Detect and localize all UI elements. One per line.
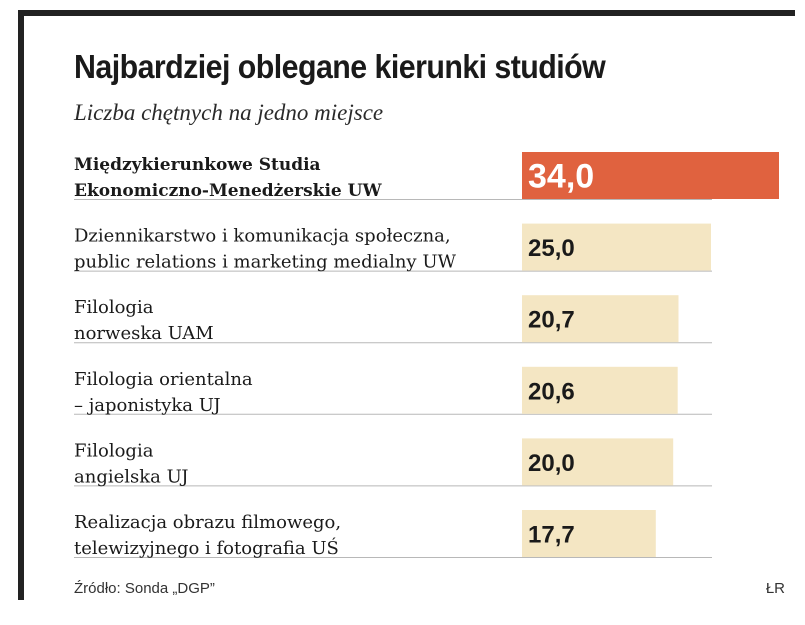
category-label: – japonistyka UJ bbox=[74, 395, 221, 416]
frame-top-rule bbox=[18, 10, 795, 16]
category-label: public relations i marketing medialny UW bbox=[74, 252, 456, 273]
bar bbox=[522, 510, 656, 557]
bar bbox=[522, 295, 679, 343]
bar-value-label: 25,0 bbox=[528, 235, 575, 262]
category-label: telewizyjnego i fotografia UŚ bbox=[74, 536, 339, 559]
bar-value-label: 20,7 bbox=[528, 307, 575, 334]
bar bbox=[522, 438, 674, 486]
category-label: Filologia orientalna bbox=[74, 369, 253, 390]
bar bbox=[522, 152, 779, 199]
category-label: Międzykierunkowe Studia bbox=[74, 155, 321, 175]
category-label: norweska UAM bbox=[74, 323, 214, 344]
author-credit: ŁR bbox=[765, 580, 785, 597]
category-label: Filologia bbox=[74, 440, 154, 461]
bar-value-label: 34,0 bbox=[528, 158, 594, 196]
frame-left-rule bbox=[18, 10, 24, 600]
chart-title: Najbardziej oblegane kierunki studiów bbox=[74, 48, 606, 85]
category-label: Realizacja obrazu filmowego, bbox=[74, 512, 341, 533]
source-note: Źródło: Sonda „DGP” bbox=[74, 580, 215, 597]
category-label: Dziennikarstwo i komunikacja społeczna, bbox=[74, 226, 451, 247]
chart-subtitle: Liczba chętnych na jedno miejsce bbox=[74, 100, 384, 125]
bar-value-label: 20,6 bbox=[528, 378, 575, 405]
bar-value-label: 20,0 bbox=[528, 450, 575, 477]
category-label: Ekonomiczno-Menedżerskie UW bbox=[74, 181, 382, 201]
category-label: angielska UJ bbox=[74, 466, 189, 487]
category-label: Filologia bbox=[74, 297, 154, 318]
bar-value-label: 17,7 bbox=[528, 522, 575, 549]
bar bbox=[522, 223, 711, 271]
bar bbox=[522, 366, 678, 414]
